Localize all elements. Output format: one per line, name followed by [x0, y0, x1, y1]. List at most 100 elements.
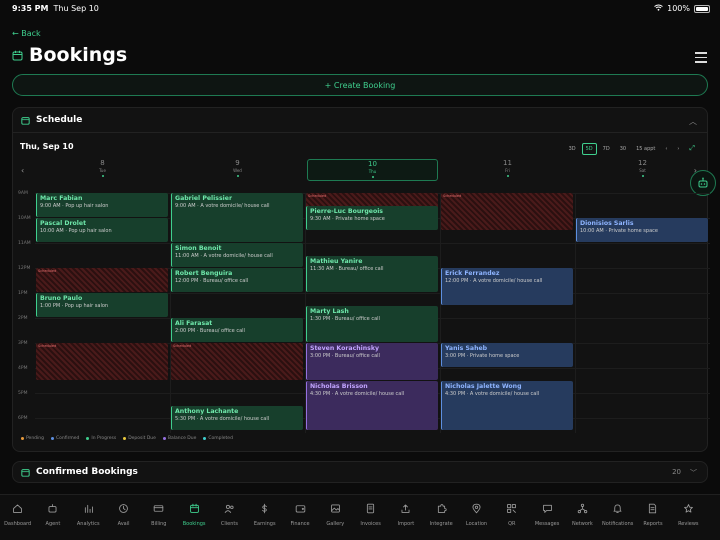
next-chevron-icon[interactable]: ›: [677, 145, 680, 152]
booking-event[interactable]: Erick Ferrandez 12:00 PM · A votre domici…: [441, 268, 573, 305]
booking-event[interactable]: Gabriel Pelissier 9:00 AM · A votre domic…: [171, 193, 303, 242]
schedule-title: Schedule: [36, 115, 83, 125]
blocked-label: Scheduled: [38, 344, 57, 348]
confirmed-bookings-section[interactable]: Confirmed Bookings 20 ﹀: [12, 461, 708, 483]
tab-analytics[interactable]: Analytics: [71, 495, 106, 540]
tab-import[interactable]: Import: [388, 495, 423, 540]
view-7d[interactable]: 7D: [602, 145, 610, 152]
tab-clients[interactable]: Clients: [212, 495, 247, 540]
legend-label: Completed: [208, 436, 233, 441]
report-icon: [647, 503, 658, 521]
dollar-icon: [259, 503, 270, 521]
network-icon: [577, 503, 588, 521]
chart-icon: [83, 503, 94, 521]
message-icon: [542, 503, 553, 521]
day-header-11[interactable]: 11 Fri: [442, 159, 573, 181]
calendar-grid[interactable]: 9AM 10AM 11AM 12PM 1PM 2PM 3PM 4PM 5PM 6PM Schedul…: [18, 191, 710, 433]
collapse-chevron-icon[interactable]: ︿: [689, 117, 697, 126]
booking-event[interactable]: Mathieu Yanire 11:30 AM · Bureau/ office …: [306, 255, 438, 292]
expand-chevron-icon[interactable]: ﹀: [690, 469, 697, 477]
booking-event[interactable]: Dionisios Sarlis 10:00 AM · Private home …: [576, 218, 708, 242]
tab-label: Reports: [643, 521, 663, 527]
booking-event[interactable]: Pierre-Luc Bourgeois 9:30 AM · Private ho…: [306, 205, 438, 230]
tab-billing[interactable]: Billing: [141, 495, 176, 540]
back-button[interactable]: ← Back: [12, 29, 41, 38]
booking-event[interactable]: Nicholas Jalette Wong 4:30 PM · A votre d…: [441, 380, 573, 430]
booking-detail: 11:00 AM · A votre domicile/ house call: [175, 253, 273, 259]
tab-network[interactable]: Network: [565, 495, 600, 540]
ai-assistant-button[interactable]: [690, 170, 716, 196]
tab-messages[interactable]: Messages: [529, 495, 564, 540]
tab-finance[interactable]: Finance: [282, 495, 317, 540]
tab-earnings[interactable]: Earnings: [247, 495, 282, 540]
blocked-slot[interactable]: Scheduled: [441, 193, 573, 230]
tab-gallery[interactable]: Gallery: [318, 495, 353, 540]
tab-notifications[interactable]: Notifications: [600, 495, 635, 540]
day-header-12[interactable]: 12 Sat: [577, 159, 708, 181]
day-header-9[interactable]: 9 Wed: [172, 159, 303, 181]
view-30[interactable]: 30: [619, 145, 627, 152]
booking-client-name: Robert Benguira: [175, 270, 233, 277]
legend-label: Pending: [26, 436, 44, 441]
day-header-10[interactable]: 10 Thu: [307, 159, 438, 181]
pin-icon: [471, 503, 482, 521]
tab-reviews[interactable]: Reviews: [671, 495, 706, 540]
booking-event[interactable]: Marc Fabian 9:00 AM · Pop up hair salon: [36, 193, 168, 217]
schedule-header[interactable]: Schedule: [21, 115, 82, 125]
blocked-slot[interactable]: Scheduled: [171, 343, 303, 380]
legend-label: In Progress: [91, 436, 117, 441]
prev-chevron-icon[interactable]: ‹: [665, 145, 668, 152]
booking-event[interactable]: Marty Lash 1:30 PM · Bureau/ office call: [306, 305, 438, 342]
view-appt[interactable]: 15 appt: [636, 145, 656, 152]
booking-event[interactable]: Yanis Saheb 3:00 PM · Private home space: [441, 343, 573, 367]
create-booking-button[interactable]: + Create Booking: [12, 74, 708, 96]
current-date: Thu, Sep 10: [20, 142, 74, 151]
tab-integrate[interactable]: Integrate: [424, 495, 459, 540]
booking-event[interactable]: Bruno Paulo 1:00 PM · Pop up hair salon: [36, 293, 168, 317]
blocked-label: Scheduled: [443, 194, 462, 198]
home-icon: [12, 503, 23, 521]
expand-icon[interactable]: ⤢: [689, 144, 695, 152]
tab-agent[interactable]: Agent: [35, 495, 70, 540]
blocked-slot[interactable]: Scheduled: [36, 268, 168, 292]
booking-event[interactable]: Ali Farasat 2:00 PM · Bureau/ office call: [171, 318, 303, 342]
booking-event[interactable]: Steven Korachinsky 3:00 PM · Bureau/ offi…: [306, 343, 438, 380]
tab-bookings[interactable]: Bookings: [176, 495, 211, 540]
view-3d[interactable]: 3D: [568, 145, 576, 152]
hamburger-menu-icon[interactable]: [695, 52, 707, 66]
tab-reports[interactable]: Reports: [635, 495, 670, 540]
tab-label: Earnings: [253, 521, 276, 527]
blocked-slot[interactable]: Scheduled: [36, 343, 168, 380]
tab-qr[interactable]: QR: [494, 495, 529, 540]
tab-label: Finance: [290, 521, 310, 527]
booking-event[interactable]: Anthony Lachante 5:30 PM · A votre domici…: [171, 405, 303, 430]
booking-client-name: Anthony Lachante: [175, 407, 239, 415]
day-header-8[interactable]: 8 Tue: [37, 159, 168, 181]
booking-client-name: Gabriel Pelissier: [175, 195, 233, 202]
booking-detail: 1:30 PM · Bureau/ office call: [310, 315, 380, 322]
calendar-icon: [21, 116, 30, 125]
prev-week-icon[interactable]: ‹: [21, 166, 25, 175]
booking-detail: 1:00 PM · Pop up hair salon: [40, 303, 109, 309]
booking-event[interactable]: Simon Benoit 11:00 AM · A votre domicile/…: [171, 243, 303, 267]
day-dot: [641, 175, 644, 177]
legend-item: Completed: [203, 436, 233, 441]
booking-client-name: Marc Fabian: [40, 195, 83, 202]
booking-event[interactable]: Pascal Drolet 10:00 AM · Pop up hair salo…: [36, 218, 168, 242]
view-5d[interactable]: 5D: [581, 142, 597, 155]
booking-detail: 9:00 AM · Pop up hair salon: [40, 203, 109, 209]
legend-dot-icon: [123, 437, 127, 440]
status-date: Thu Sep 10: [53, 4, 99, 13]
create-booking-label: + Create Booking: [324, 80, 396, 90]
tab-invoices[interactable]: Invoices: [353, 495, 388, 540]
tab-location[interactable]: Location: [459, 495, 494, 540]
booking-event[interactable]: Nicholas Brisson 4:30 PM · A votre domici…: [306, 380, 438, 430]
day-of-week: Sat: [639, 168, 646, 173]
day-number: 11: [503, 159, 512, 167]
next-week-icon[interactable]: ›: [693, 166, 697, 175]
tab-avail[interactable]: Avail: [106, 495, 141, 540]
tab-dashboard[interactable]: Dashboard: [0, 495, 35, 540]
schedule-panel: Schedule ︿ Thu, Sep 10 3D 5D 7D 30 15 ap…: [12, 107, 716, 452]
booking-event[interactable]: Robert Benguira 12:00 PM · Bureau/ office…: [171, 268, 303, 292]
day-dot: [236, 175, 239, 177]
